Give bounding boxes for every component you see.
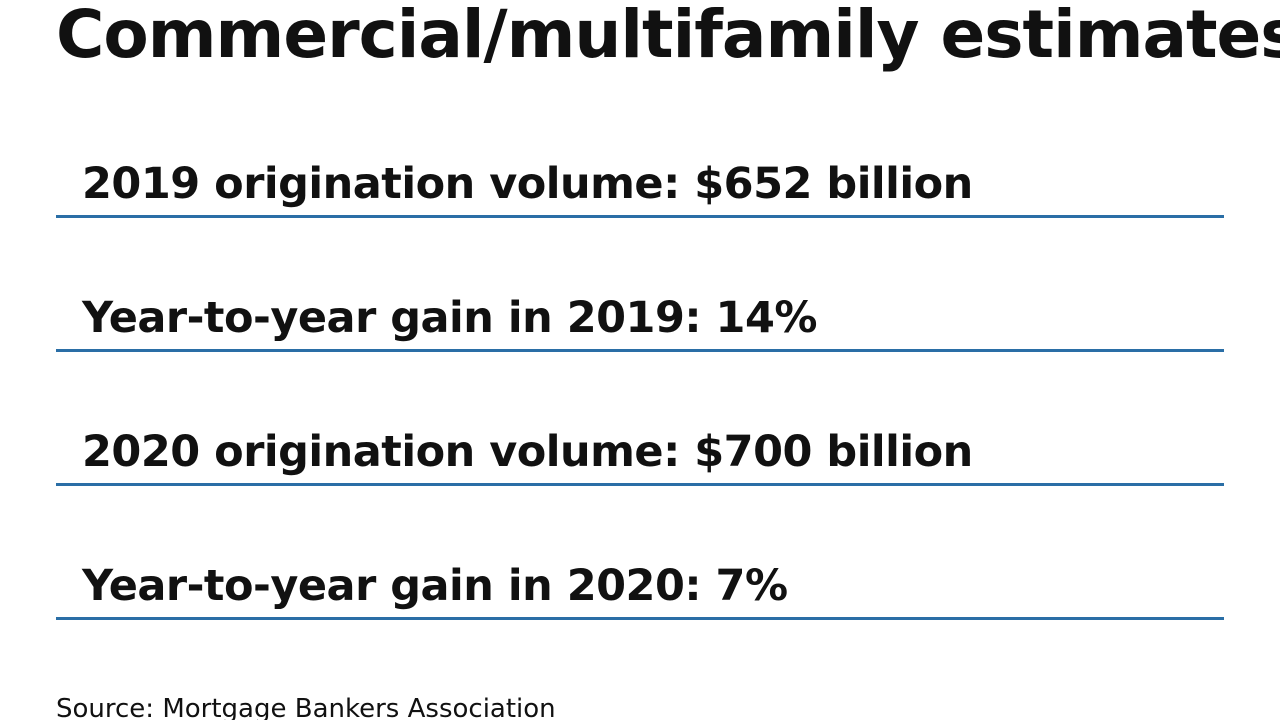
title: Commercial/multifamily estimates (56, 0, 1280, 73)
estimate-row: 2020 origination volume: $700 billion (56, 423, 1224, 486)
estimate-text: 2020 origination volume: $700 billion (82, 427, 973, 477)
estimate-text: 2019 origination volume: $652 billion (82, 159, 973, 209)
source: Source: Mortgage Bankers Association (56, 694, 556, 720)
estimate-row: Year-to-year gain in 2019: 14% (56, 289, 1224, 352)
estimate-row: Year-to-year gain in 2020: 7% (56, 557, 1224, 620)
estimate-text: Year-to-year gain in 2020: 7% (82, 561, 788, 611)
estimate-text: Year-to-year gain in 2019: 14% (82, 293, 817, 343)
estimate-row: 2019 origination volume: $652 billion (56, 155, 1224, 218)
